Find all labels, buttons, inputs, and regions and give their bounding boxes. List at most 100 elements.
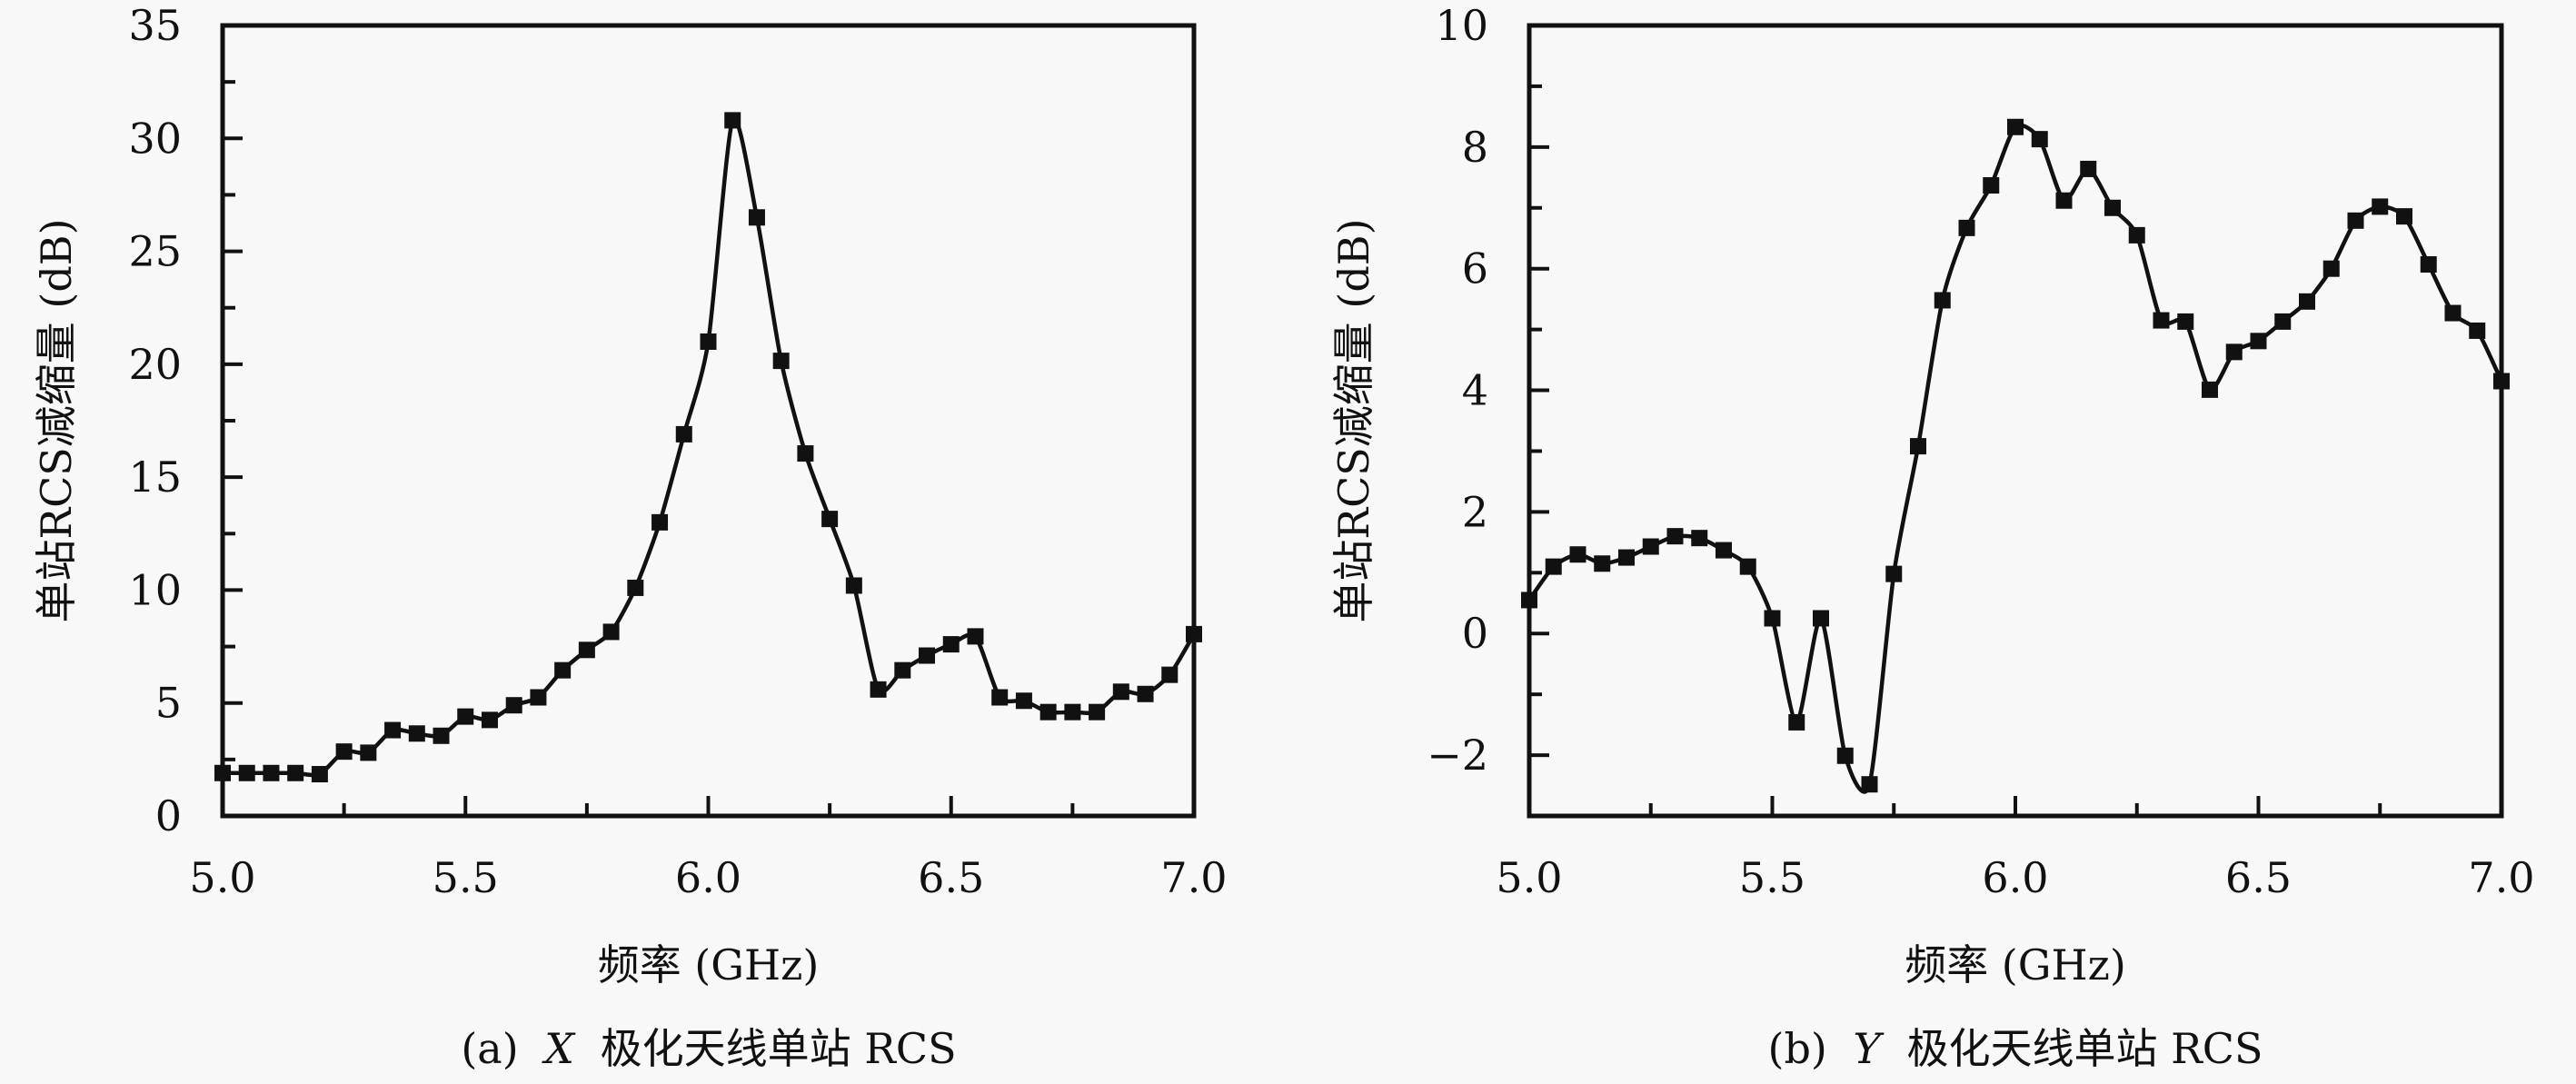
panel-a-caption-prefix: (a) (461, 1024, 518, 1073)
data-point-6.85 (1112, 683, 1129, 701)
data-point-5.20 (1618, 549, 1635, 566)
data-point-5.45 (433, 727, 450, 744)
y-tick-label: 8 (1462, 123, 1488, 172)
y-tick-label: 0 (155, 791, 182, 840)
data-point-6.95 (1161, 666, 1179, 683)
panel-a-caption-var: X (542, 1024, 576, 1073)
data-point-6.60 (2299, 293, 2315, 310)
y-tick-label: 25 (128, 227, 182, 276)
data-point-6.55 (2274, 313, 2292, 330)
data-point-5.25 (1642, 538, 1659, 555)
data-point-6.30 (845, 577, 862, 594)
y-tick-label: 6 (1462, 244, 1488, 293)
data-point-6.05 (724, 112, 741, 129)
data-point-6.65 (1015, 692, 1032, 710)
data-point-6.05 (2031, 131, 2048, 148)
data-point-6.15 (772, 353, 790, 370)
panel-b-y-axis-label: 单站RCS减缩量 (dB) (1329, 218, 1378, 622)
data-point-5.95 (675, 425, 692, 443)
data-point-6.20 (2104, 199, 2121, 216)
data-point-5.10 (263, 764, 280, 781)
panel-b-tick-labels: 5.0 5.5 6.0 6.5 7.0 −2 0 2 4 6 8 10 (1427, 1, 2534, 902)
data-point-6.40 (2202, 381, 2218, 398)
data-point-6.60 (991, 689, 1009, 706)
data-point-5.45 (1739, 558, 1756, 575)
y-tick-label: 10 (1435, 1, 1488, 50)
panel-a-x-axis-label: 频率 (GHz) (598, 940, 820, 990)
data-point-5.25 (335, 743, 353, 761)
y-tick-label: 0 (1462, 609, 1488, 658)
data-point-6.50 (942, 636, 960, 653)
panel-b-caption: (b) Y 极化天线单站 RCS (1768, 1024, 2263, 1073)
data-point-5.35 (384, 721, 402, 739)
x-tick-label: 7.0 (1160, 853, 1227, 902)
x-tick-label: 5.0 (189, 853, 255, 902)
data-point-5.80 (1910, 438, 1926, 455)
panel-a-caption: (a) X 极化天线单站 RCS (461, 1024, 956, 1073)
panel-a-ticks (221, 24, 1196, 818)
y-tick-label: 10 (128, 565, 182, 614)
data-point-6.95 (2469, 322, 2486, 339)
data-point-6.30 (2153, 312, 2170, 329)
data-point-5.70 (554, 661, 572, 679)
data-point-6.90 (1137, 685, 1154, 702)
panel-b-series (1521, 118, 2510, 794)
data-point-5.95 (1983, 177, 2000, 194)
data-point-6.40 (894, 661, 911, 679)
data-point-6.80 (2396, 208, 2412, 225)
data-point-6.35 (2177, 313, 2194, 330)
data-point-5.40 (408, 725, 425, 742)
data-point-5.80 (602, 623, 620, 641)
y-tick-label: 4 (1462, 366, 1488, 415)
data-point-5.50 (457, 708, 474, 725)
x-tick-label: 7.0 (2468, 853, 2534, 902)
data-point-5.65 (530, 689, 547, 706)
data-point-5.90 (651, 513, 669, 531)
x-tick-label: 5.5 (1739, 853, 1805, 902)
data-point-6.75 (2372, 198, 2389, 215)
data-point-5.30 (360, 744, 377, 761)
data-point-6.20 (797, 445, 814, 462)
x-tick-label: 6.5 (918, 853, 984, 902)
data-point-5.20 (311, 766, 328, 783)
data-point-6.45 (2225, 343, 2243, 361)
panel-b-y-polarization: 5.0 5.5 6.0 6.5 7.0 −2 0 2 4 6 8 10 频率 (GHz) 单站RCS减… (1329, 1, 2535, 1073)
panel-a-series (214, 112, 1202, 783)
panel-b-plot-frame (1527, 23, 2504, 819)
y-tick-label: 20 (128, 340, 182, 389)
data-point-5.90 (1958, 219, 1975, 236)
data-point-6.00 (2007, 118, 2024, 135)
data-point-5.35 (1691, 530, 1708, 547)
data-point-6.45 (919, 647, 936, 664)
data-point-6.75 (1064, 703, 1081, 721)
data-point-6.85 (2420, 256, 2437, 273)
data-point-6.00 (700, 333, 717, 350)
y-tick-label: −2 (1427, 731, 1488, 780)
data-point-6.65 (2322, 260, 2340, 277)
data-point-5.75 (578, 641, 595, 659)
x-tick-label: 5.5 (433, 853, 499, 902)
data-point-5.05 (238, 764, 255, 781)
y-tick-label: 35 (128, 1, 182, 50)
data-point-6.10 (748, 209, 765, 226)
data-point-5.75 (1885, 565, 1903, 582)
data-point-5.55 (1788, 713, 1805, 731)
series-line-X (223, 116, 1196, 778)
data-point-5.60 (1813, 610, 1829, 627)
data-point-5.65 (1836, 747, 1854, 764)
panel-a-plot-frame (220, 23, 1197, 819)
y-tick-label: 15 (128, 452, 182, 502)
data-point-5.30 (1666, 528, 1684, 545)
data-point-5.55 (481, 711, 498, 729)
panel-a-x-polarization: 5.0 5.5 6.0 6.5 7.0 0 5 10 15 20 25 30 35 频率 (GHz) 单… (32, 1, 1228, 1073)
panel-b-caption-prefix: (b) (1768, 1024, 1827, 1073)
data-point-5.50 (1764, 610, 1781, 627)
panel-a-tick-labels: 5.0 5.5 6.0 6.5 7.0 0 5 10 15 20 25 30 35 (128, 1, 1227, 902)
x-tick-label: 6.0 (1982, 853, 2048, 902)
data-point-5.40 (1716, 542, 1732, 559)
data-point-6.55 (967, 628, 984, 645)
data-point-5.70 (1861, 776, 1878, 793)
panel-a-caption-text: 极化天线单站 RCS (601, 1024, 957, 1073)
data-point-6.50 (2250, 333, 2267, 350)
